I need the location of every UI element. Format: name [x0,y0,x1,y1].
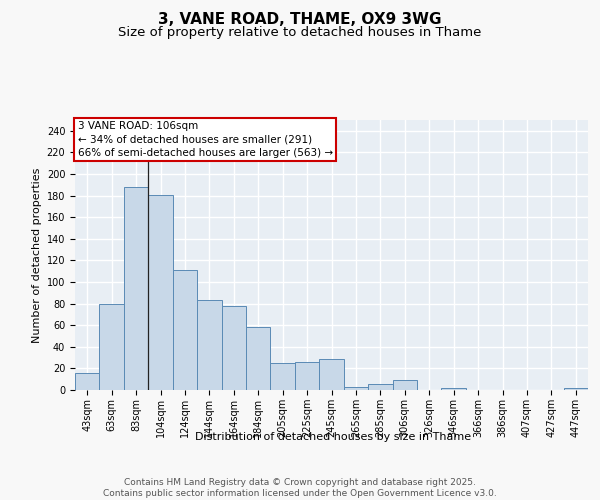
Bar [271,363,295,390]
Bar [368,384,392,390]
Text: 3, VANE ROAD, THAME, OX9 3WG: 3, VANE ROAD, THAME, OX9 3WG [158,12,442,28]
Bar [392,380,417,390]
Bar [246,328,271,390]
Text: Size of property relative to detached houses in Thame: Size of property relative to detached ho… [118,26,482,39]
Bar [563,388,588,390]
Bar [344,387,368,390]
Y-axis label: Number of detached properties: Number of detached properties [32,168,43,342]
Bar [319,358,344,390]
Bar [148,194,173,390]
Bar [442,388,466,390]
Bar [295,362,319,390]
Text: Contains HM Land Registry data © Crown copyright and database right 2025.
Contai: Contains HM Land Registry data © Crown c… [103,478,497,498]
Bar [100,304,124,390]
Bar [124,187,148,390]
Text: 3 VANE ROAD: 106sqm
← 34% of detached houses are smaller (291)
66% of semi-detac: 3 VANE ROAD: 106sqm ← 34% of detached ho… [77,122,332,158]
Bar [197,300,221,390]
Bar [75,372,100,390]
Text: Distribution of detached houses by size in Thame: Distribution of detached houses by size … [195,432,471,442]
Bar [221,306,246,390]
Bar [173,270,197,390]
